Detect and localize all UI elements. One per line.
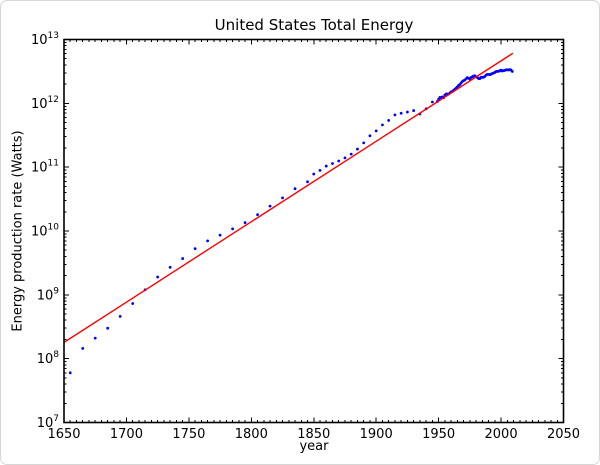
y-tick-label: 108 <box>37 350 60 367</box>
x-tick-label: 2050 <box>547 427 580 442</box>
x-tick-label: 1800 <box>235 427 268 442</box>
axis-ticks <box>63 39 564 423</box>
x-tick-label: 1700 <box>110 427 143 442</box>
y-tick-label: 1011 <box>31 159 59 176</box>
y-axis-label: Energy production rate (Watts) <box>10 130 26 332</box>
x-tick-label: 2000 <box>485 427 518 442</box>
y-tick-label: 1013 <box>31 31 59 48</box>
axis-tick-labels: 1650 1700 1750 1800 1850 1900 1950 2000 2050 107 1… <box>31 31 580 442</box>
y-tick-label: 107 <box>37 414 59 431</box>
us-energy-data-points <box>68 68 514 375</box>
x-tick-label: 1750 <box>172 427 205 442</box>
exponential-growth-fit-line <box>63 52 514 343</box>
x-tick-label: 1950 <box>422 427 455 442</box>
x-tick-label: 1850 <box>297 427 330 442</box>
y-tick-label: 1012 <box>31 95 59 112</box>
x-tick-label: 1650 <box>47 427 80 442</box>
axes-frame <box>63 38 565 424</box>
y-tick-label: 109 <box>37 286 60 303</box>
x-axis-label: year <box>299 439 329 454</box>
x-tick-label: 1900 <box>360 427 393 442</box>
data-series <box>63 52 514 375</box>
chart-title: United States Total Energy <box>214 16 414 34</box>
y-tick-label: 1010 <box>31 223 59 240</box>
